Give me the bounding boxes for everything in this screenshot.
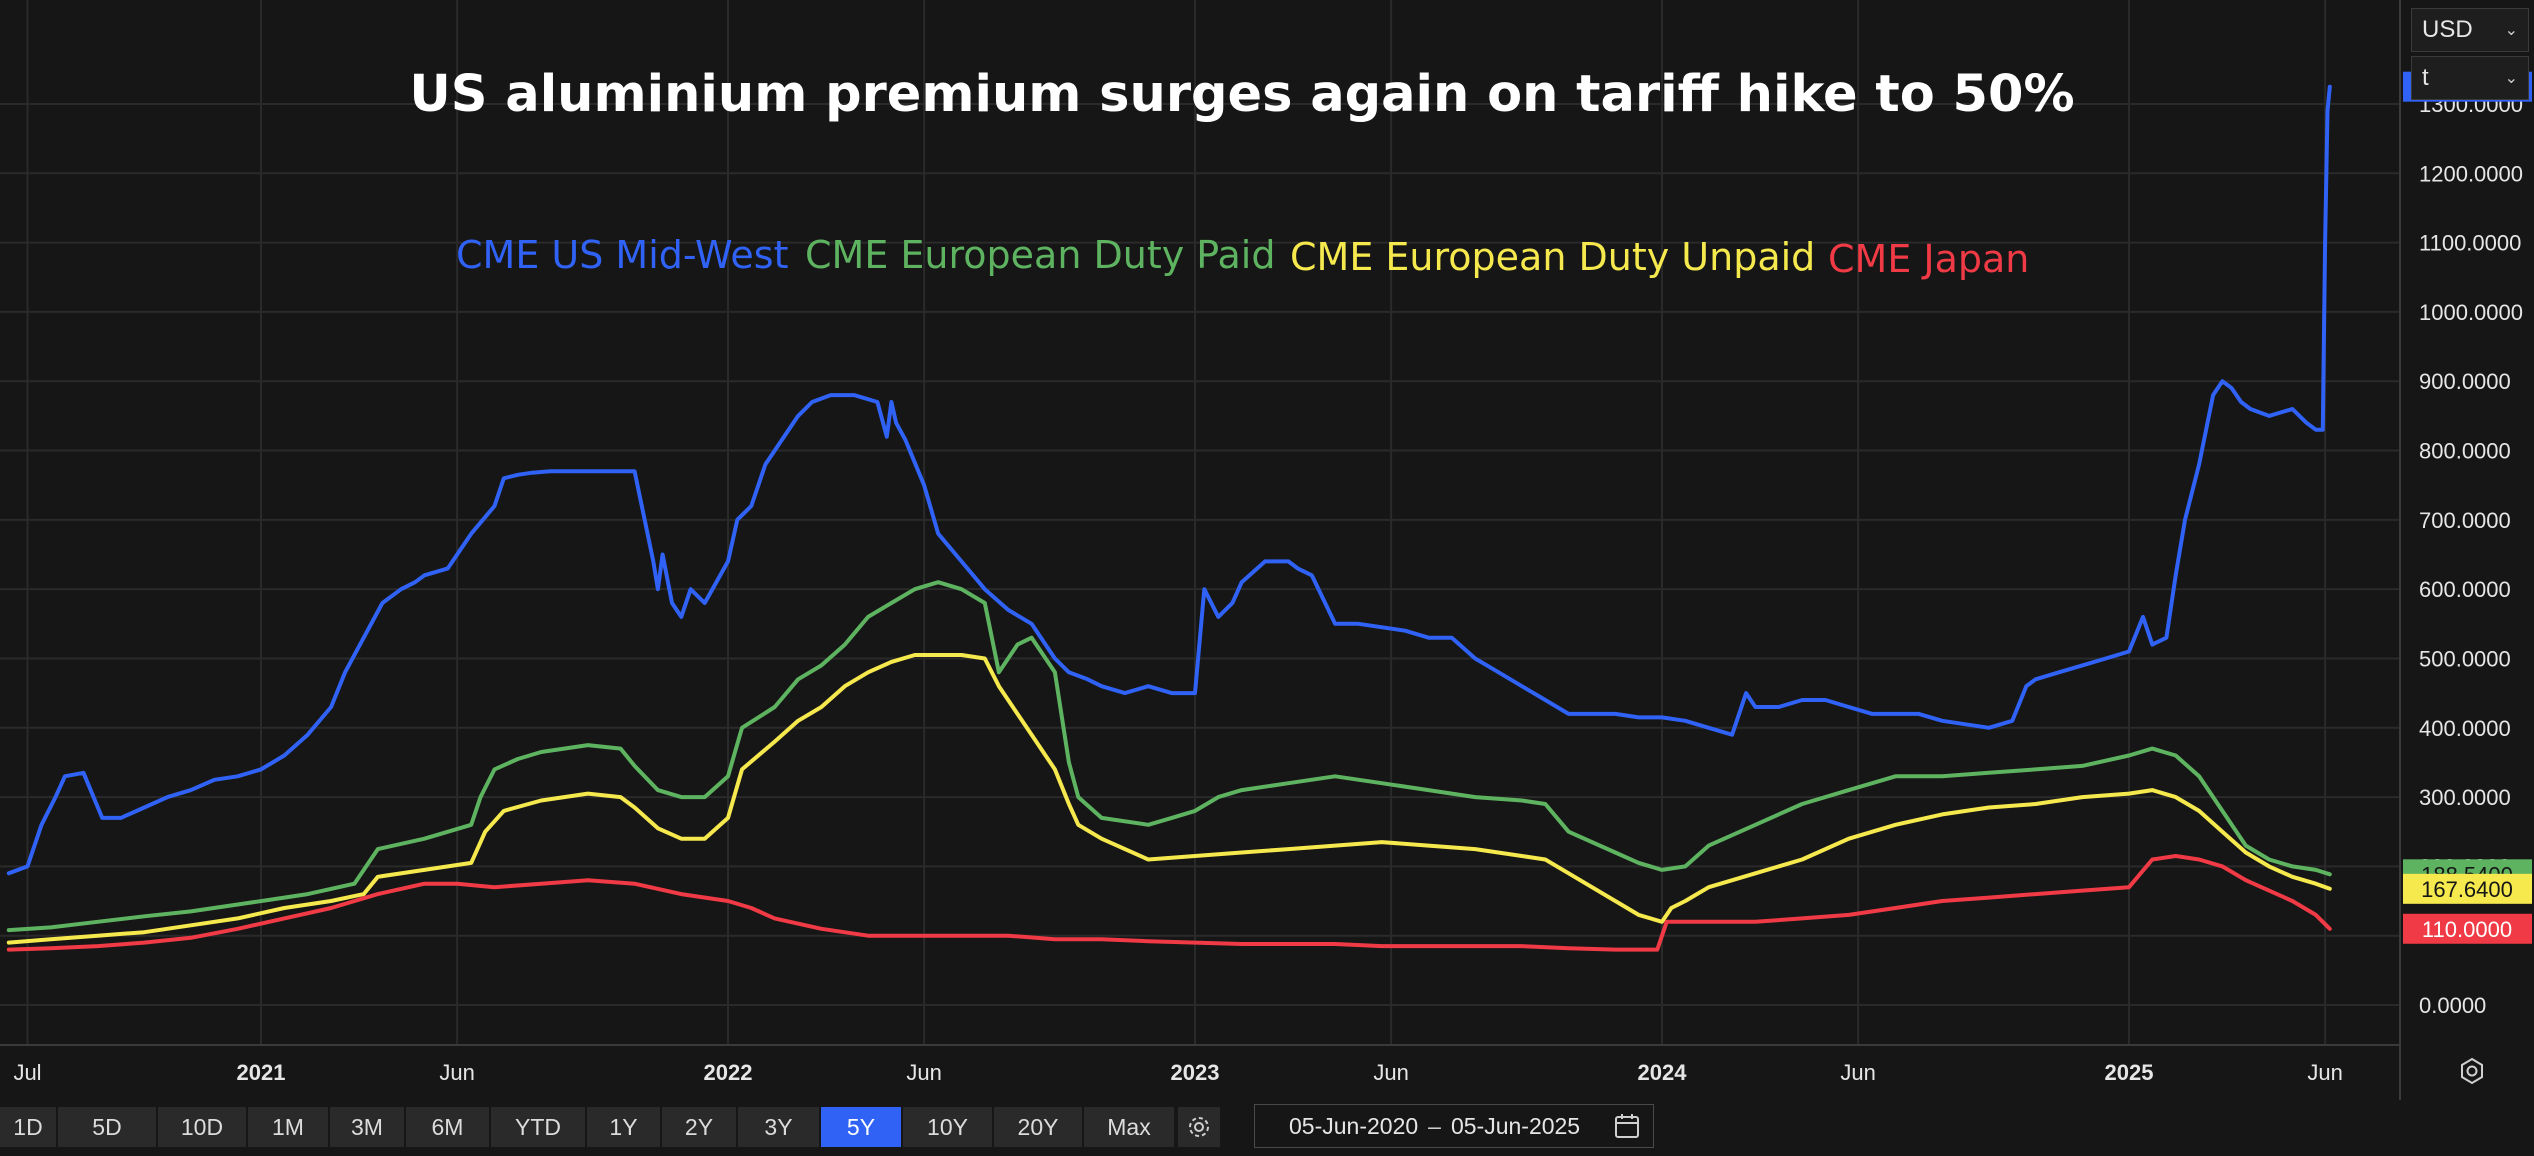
price-tick-label: 300.0000: [2419, 785, 2511, 810]
range-settings-button[interactable]: [1178, 1107, 1220, 1147]
range-button-1d[interactable]: 1D: [0, 1107, 56, 1147]
calendar-icon[interactable]: [1613, 1112, 1641, 1140]
time-tick-label: 2021: [237, 1060, 286, 1085]
range-button-6m[interactable]: 6M: [406, 1107, 489, 1147]
time-tick-label: Jun: [439, 1060, 474, 1085]
scale-settings-icon[interactable]: [2457, 1056, 2487, 1086]
price-tick-label: 400.0000: [2419, 716, 2511, 741]
price-tick-label: 1100.0000: [2419, 231, 2521, 256]
currency-select[interactable]: USD ⌄: [2411, 8, 2529, 52]
range-button-1y[interactable]: 1Y: [587, 1107, 660, 1147]
date-range-picker[interactable]: 05-Jun-2020 – 05-Jun-2025: [1254, 1104, 1654, 1148]
price-tick-label: 500.0000: [2419, 646, 2511, 671]
legend-us-midwest: CME US Mid-West: [456, 233, 788, 277]
time-tick-label: Jun: [1373, 1060, 1408, 1085]
last-value-tag: [2403, 873, 2532, 904]
range-button-ytd[interactable]: YTD: [491, 1107, 585, 1147]
time-tick-label: Jul: [13, 1060, 41, 1085]
series-line-1: [6, 580, 2332, 933]
chart-grid: [0, 0, 2400, 1045]
range-button-20y[interactable]: 20Y: [994, 1107, 1082, 1147]
time-tick-label: 2025: [2105, 1060, 2154, 1085]
price-tick-label: 900.0000: [2419, 369, 2511, 394]
time-tick-label: 2022: [704, 1060, 753, 1085]
range-button-3m[interactable]: 3M: [330, 1107, 404, 1147]
range-button-5d[interactable]: 5D: [58, 1107, 156, 1147]
date-from: 05-Jun-2020: [1289, 1112, 1419, 1139]
range-button-10y[interactable]: 10Y: [903, 1107, 992, 1147]
series-line-3: [6, 854, 2332, 952]
date-to: 05-Jun-2025: [1450, 1112, 1581, 1139]
range-button-max[interactable]: Max: [1084, 1107, 1174, 1147]
series-line-2: [6, 653, 2332, 945]
legend-european-duty-unpaid: CME European Duty Unpaid: [1290, 235, 1815, 279]
range-button-1m[interactable]: 1M: [248, 1107, 328, 1147]
currency-value: USD: [2422, 16, 2473, 43]
date-separator: –: [1428, 1112, 1441, 1139]
price-tick-label: 1000.0000: [2419, 300, 2523, 325]
legend-japan: CME Japan: [1828, 237, 2029, 281]
range-button-3y[interactable]: 3Y: [738, 1107, 819, 1147]
time-tick-label: Jun: [1840, 1060, 1875, 1085]
chart-legend: CME US Mid-West CME European Duty Paid C…: [456, 233, 2029, 281]
price-tick-label: 600.0000: [2419, 577, 2511, 602]
price-tick-label: 700.0000: [2419, 508, 2511, 533]
time-scale[interactable]: Jul 2021 Jun 2022 Jun 2023 Jun 2024 Jun 2025 Jun: [13, 1060, 2342, 1085]
last-value-tag-text: 167.6400: [2421, 877, 2513, 902]
chevron-down-icon: ⌄: [2504, 70, 2518, 87]
time-tick-label: 2023: [1171, 1060, 1220, 1085]
time-tick-label: Jun: [2307, 1060, 2342, 1085]
range-button-2y[interactable]: 2Y: [662, 1107, 736, 1147]
range-button-5y[interactable]: 5Y: [821, 1107, 901, 1147]
gear-icon: [1189, 1117, 1209, 1137]
price-tick-label: 800.0000: [2419, 439, 2511, 464]
legend-european-duty-paid: CME European Duty Paid: [805, 233, 1275, 277]
range-button-10d[interactable]: 10D: [158, 1107, 246, 1147]
chevron-down-icon: ⌄: [2504, 22, 2518, 39]
last-value-tag: [2403, 913, 2532, 944]
time-tick-label: 2024: [1638, 1060, 1688, 1085]
price-tick-label: 0.0000: [2419, 993, 2486, 1018]
unit-select[interactable]: t ⌄: [2411, 56, 2529, 100]
time-tick-label: Jun: [906, 1060, 941, 1085]
price-tick-label: 1200.0000: [2419, 161, 2523, 186]
series-lines: [6, 84, 2332, 952]
unit-value: t: [2422, 64, 2429, 91]
series-line-0: [6, 84, 2332, 876]
last-value-tag-text: 110.0000: [2422, 917, 2512, 942]
chart-title: US aluminium premium surges again on tar…: [409, 65, 2074, 124]
